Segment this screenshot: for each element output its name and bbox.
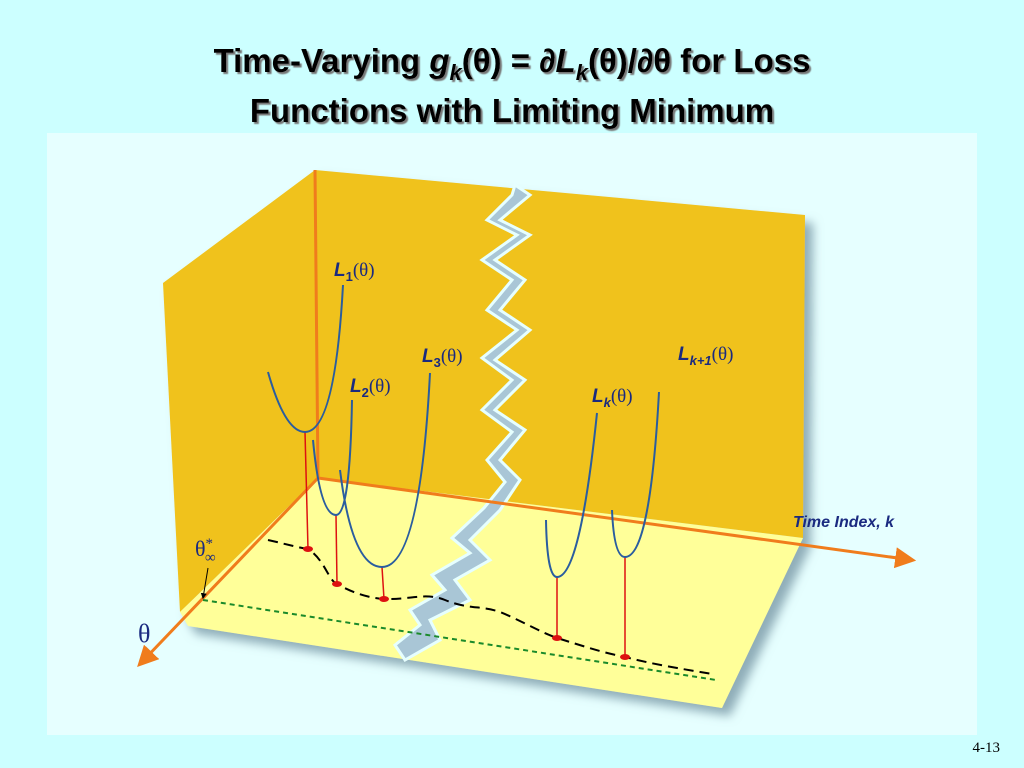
text-run: k (576, 60, 590, 85)
shape (381, 566, 385, 600)
text-run: L (556, 42, 576, 79)
curve-label: Lk(θ) (592, 386, 633, 410)
curve-label: L2(θ) (350, 376, 391, 400)
page-number: 4-13 (973, 740, 1001, 756)
text-run: ∞ (205, 550, 216, 566)
shape (267, 284, 344, 434)
text-run: L (422, 346, 434, 367)
shape (611, 391, 660, 559)
shape (304, 431, 309, 550)
minima-dots (303, 546, 630, 660)
text-run: Time-Varying (214, 42, 430, 79)
limit-label: θ* ∞ (195, 536, 216, 566)
text-run: (θ) = ∂ (462, 42, 556, 79)
theta-axis-label: θ (138, 619, 150, 648)
shape (303, 546, 313, 552)
text-run: (θ) (369, 376, 391, 397)
shape (339, 372, 431, 569)
text-run: L (678, 344, 690, 365)
curve-label: Lk+1(θ) (678, 344, 733, 368)
text-run: L (592, 386, 604, 407)
shape (379, 596, 389, 602)
title-line-2: Functions with Limiting Minimum (250, 92, 774, 129)
title: Time-Varying gk(θ) = ∂Lk(θ)/∂θ for Loss … (214, 42, 811, 129)
text-run: L (334, 260, 346, 281)
text-run: (θ) (611, 386, 633, 407)
shape (335, 514, 338, 585)
shape (332, 581, 342, 587)
text-run: L (350, 376, 362, 397)
text-run: * (206, 536, 214, 552)
text-run: θ (195, 536, 206, 561)
vertical-axis (313, 169, 320, 479)
text-run: 2 (362, 385, 369, 400)
minima-path (267, 539, 713, 675)
limit-line (202, 599, 717, 681)
text-run: (θ) (353, 260, 375, 281)
curve-label: L1(θ) (334, 260, 375, 284)
break-zigzag (392, 182, 533, 662)
time-axis-label: Time Index, k (793, 514, 895, 531)
loss-curves (267, 284, 660, 579)
shape (620, 654, 630, 660)
text-run: g (428, 42, 449, 79)
text-run: (θ) (712, 344, 734, 365)
text-run: (θ) (441, 346, 463, 367)
back-wall (315, 170, 805, 538)
shape (552, 635, 562, 641)
left-wall (163, 170, 318, 612)
theta-axis (137, 476, 320, 668)
text-run: 1 (346, 269, 353, 284)
text-run: k+1 (690, 353, 712, 368)
time-axis (317, 476, 917, 569)
axes (137, 169, 917, 668)
text-run: k (604, 395, 612, 410)
shape (545, 412, 598, 579)
shape (312, 399, 353, 517)
text-run: 3 (434, 355, 441, 370)
walls (163, 170, 805, 708)
limit-arrow (200, 567, 209, 600)
curve-label: L3(θ) (422, 346, 463, 370)
curve-labels: L1(θ) L2(θ) L3(θ) Lk(θ) Lk+1(θ) (334, 260, 733, 410)
text-run: k (450, 60, 464, 85)
text-run: (θ)/∂θ for Loss (588, 42, 810, 79)
title-line-1: Time-Varying gk(θ) = ∂Lk(θ)/∂θ for Loss (214, 42, 811, 85)
drop-lines (304, 431, 626, 657)
